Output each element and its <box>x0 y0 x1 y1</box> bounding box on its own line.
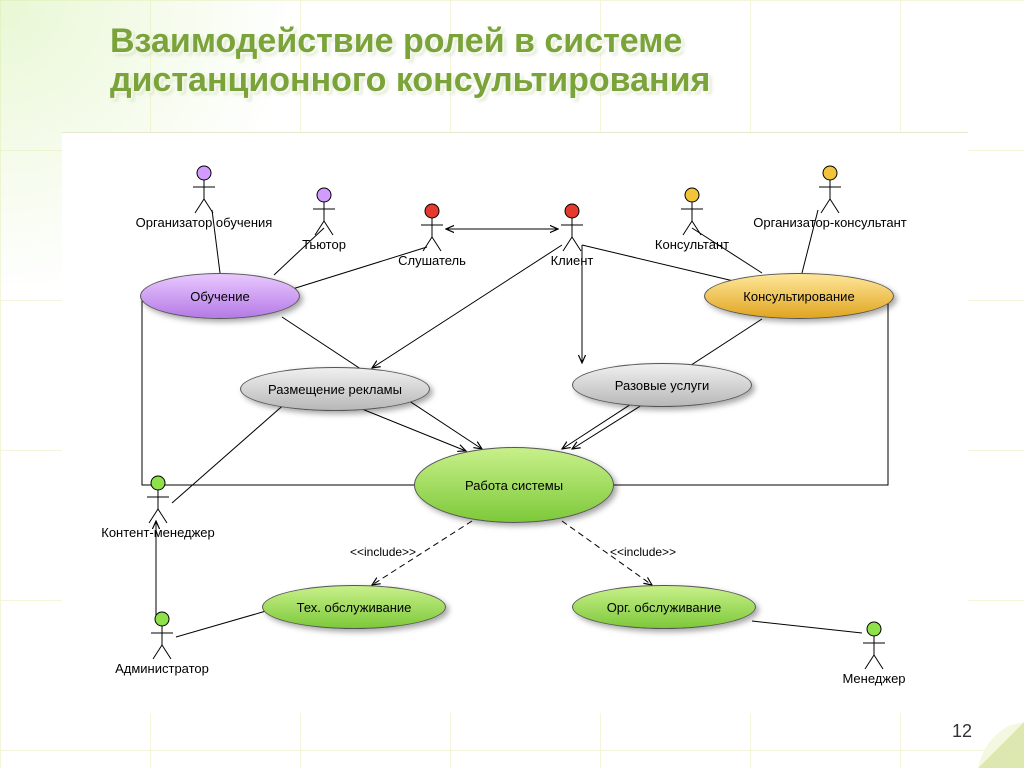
usecase-uc_org: Орг. обслуживание <box>572 585 756 629</box>
usecase-uc_training: Обучение <box>140 273 300 319</box>
actor-label-manager: Менеджер <box>842 671 905 686</box>
actor-org_training <box>193 166 215 213</box>
slide-title: Взаимодействие ролей в системе дистанцио… <box>110 22 710 100</box>
edge <box>176 611 266 637</box>
edge <box>572 405 642 449</box>
edge-label-include: <<include>> <box>610 545 676 559</box>
actor-consultant <box>681 188 703 235</box>
actor-client <box>561 204 583 251</box>
actor-manager <box>863 622 885 669</box>
actor-label-org_consult: Организатор-консультант <box>753 215 906 230</box>
actor-label-consultant: Консультант <box>655 237 729 252</box>
diagram-panel: Обучение Консультирование Размещение рекла… <box>62 132 968 713</box>
actor-content_mgr <box>147 476 169 523</box>
page-number: 12 <box>952 721 972 742</box>
usecase-uc_consulting: Консультирование <box>704 273 894 319</box>
usecase-uc_ads: Размещение рекламы <box>240 367 430 411</box>
actor-tutor <box>313 188 335 235</box>
edge <box>362 409 466 451</box>
actor-label-admin: Администратор <box>115 661 209 676</box>
actor-label-client: Клиент <box>551 253 594 268</box>
edge-label-include: <<include>> <box>350 545 416 559</box>
edge <box>752 621 862 633</box>
usecase-uc_services: Разовые услуги <box>572 363 752 407</box>
usecase-uc_tech: Тех. обслуживание <box>262 585 446 629</box>
actor-org_consult <box>819 166 841 213</box>
actor-listener <box>421 204 443 251</box>
corner-curl-icon <box>978 722 1024 768</box>
title-line-1: Взаимодействие ролей в системе <box>110 22 682 60</box>
title-line-2: дистанционного консультирования <box>110 61 710 99</box>
actor-label-org_training: Организатор обучения <box>136 215 273 230</box>
actor-label-content_mgr: Контент-менеджер <box>101 525 215 540</box>
actor-label-listener: Слушатель <box>398 253 466 268</box>
actor-admin <box>151 612 173 659</box>
usecase-uc_system: Работа системы <box>414 447 614 523</box>
actor-label-tutor: Тьютор <box>302 237 346 252</box>
